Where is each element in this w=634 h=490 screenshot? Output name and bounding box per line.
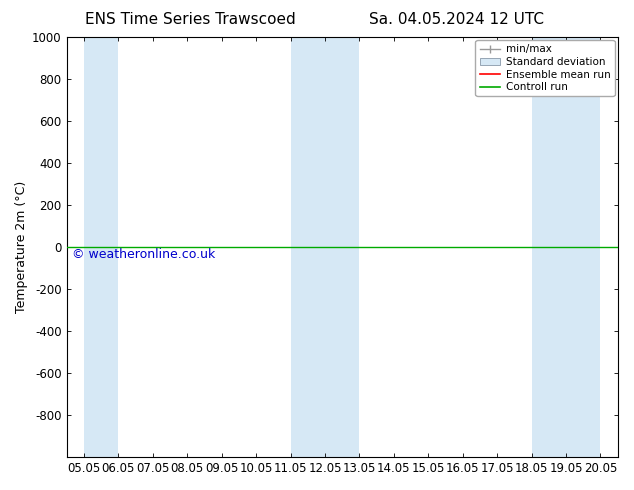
Bar xyxy=(531,37,600,457)
Bar xyxy=(290,37,359,457)
Text: Sa. 04.05.2024 12 UTC: Sa. 04.05.2024 12 UTC xyxy=(369,12,544,27)
Text: © weatheronline.co.uk: © weatheronline.co.uk xyxy=(72,248,216,261)
Legend: min/max, Standard deviation, Ensemble mean run, Controll run: min/max, Standard deviation, Ensemble me… xyxy=(476,40,614,97)
Y-axis label: Temperature 2m (°C): Temperature 2m (°C) xyxy=(15,181,28,313)
Text: ENS Time Series Trawscoed: ENS Time Series Trawscoed xyxy=(85,12,295,27)
Bar xyxy=(84,37,119,457)
